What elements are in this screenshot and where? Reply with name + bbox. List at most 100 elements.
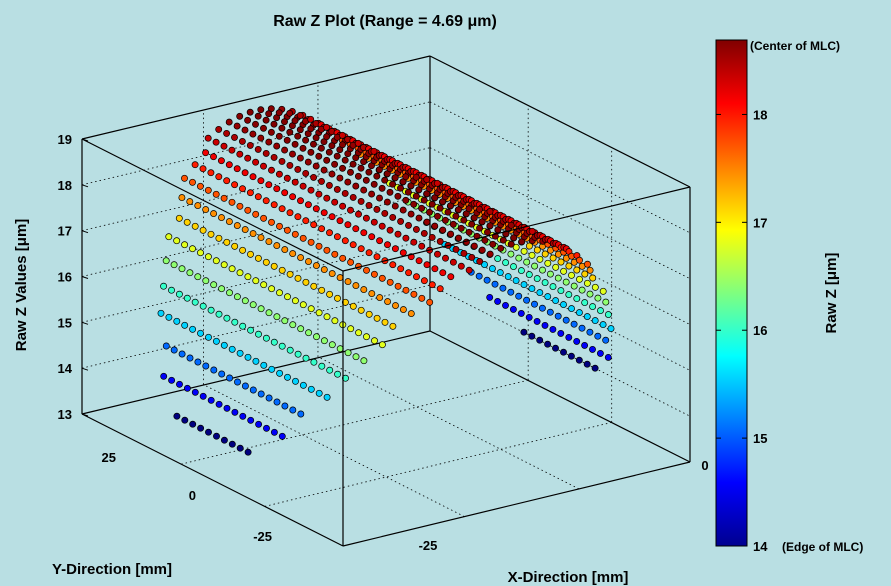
data-point xyxy=(273,185,281,193)
z-tick-label: 19 xyxy=(58,132,72,147)
grid-line xyxy=(81,193,431,277)
data-point xyxy=(483,276,491,284)
colorbar-ticks: 14 15 16 17 18 xyxy=(716,107,768,554)
data-point xyxy=(452,245,460,253)
data-point xyxy=(573,337,581,345)
data-point xyxy=(225,161,233,169)
data-point xyxy=(573,295,581,303)
data-point xyxy=(428,200,436,208)
data-point xyxy=(517,309,525,317)
data-point xyxy=(236,444,244,452)
data-point xyxy=(378,341,386,349)
data-point xyxy=(220,341,228,349)
data-point xyxy=(204,186,212,194)
data-point xyxy=(244,353,252,361)
data-point xyxy=(354,139,362,147)
data-point xyxy=(199,392,207,400)
data-point xyxy=(331,317,339,325)
data-point xyxy=(389,261,397,269)
data-point xyxy=(310,358,318,366)
data-point xyxy=(228,146,236,154)
data-point xyxy=(168,376,176,384)
data-point xyxy=(389,322,397,330)
data-point xyxy=(223,404,231,412)
data-point xyxy=(515,254,523,262)
data-point xyxy=(286,270,294,278)
data-point xyxy=(352,282,360,290)
data-point xyxy=(318,362,326,370)
data-point xyxy=(391,245,399,253)
data-point xyxy=(299,234,307,242)
data-point xyxy=(317,144,325,152)
data-point xyxy=(428,281,436,289)
data-point xyxy=(265,181,273,189)
data-point xyxy=(273,242,281,250)
data-point xyxy=(310,173,318,181)
data-point xyxy=(499,284,507,292)
data-point xyxy=(357,164,365,172)
data-point xyxy=(536,289,544,297)
data-point xyxy=(202,206,210,214)
data-point xyxy=(341,156,349,164)
data-point xyxy=(202,277,210,285)
data-point xyxy=(583,313,591,321)
box-edge xyxy=(429,55,691,188)
z-tick-label: 14 xyxy=(58,361,73,376)
data-point xyxy=(525,313,533,321)
data-point xyxy=(299,144,307,152)
data-point xyxy=(307,125,315,133)
data-point xyxy=(476,224,484,232)
data-point xyxy=(333,185,341,193)
data-point xyxy=(244,154,252,162)
data-point xyxy=(584,260,591,268)
data-point xyxy=(183,294,191,302)
data-point xyxy=(602,336,610,344)
colorbar-top-annotation: (Center of MLC) xyxy=(750,39,840,53)
data-point xyxy=(228,440,236,448)
data-point xyxy=(255,420,263,428)
data-point xyxy=(392,302,399,310)
data-point xyxy=(165,313,173,321)
data-point xyxy=(307,115,315,123)
data-point xyxy=(376,237,384,245)
data-point xyxy=(270,428,278,436)
data-point xyxy=(323,194,331,202)
data-point xyxy=(186,198,194,206)
data-point xyxy=(296,112,304,119)
data-point xyxy=(231,133,238,141)
chart-title: Raw Z Plot (Range = 4.69 μm) xyxy=(273,13,497,30)
data-point xyxy=(323,156,331,164)
data-point xyxy=(239,412,247,420)
data-point xyxy=(578,324,586,332)
data-point xyxy=(541,321,549,329)
y-tick-labels: 25 0 -25 xyxy=(102,450,272,544)
data-point xyxy=(241,297,249,305)
data-point xyxy=(489,240,497,248)
data-point xyxy=(160,372,168,380)
data-point xyxy=(268,365,276,373)
data-point xyxy=(254,254,262,262)
data-point xyxy=(389,213,397,221)
data-point xyxy=(363,333,370,341)
data-point xyxy=(594,294,602,302)
data-point xyxy=(328,142,336,150)
data-point xyxy=(565,262,573,270)
data-point xyxy=(523,258,531,266)
data-point xyxy=(223,238,231,246)
data-point xyxy=(252,120,259,128)
data-point xyxy=(420,196,428,204)
data-point xyxy=(607,325,615,333)
data-point xyxy=(207,306,215,314)
data-point xyxy=(557,287,565,295)
data-point xyxy=(410,290,418,298)
data-point xyxy=(370,270,378,278)
data-point xyxy=(368,290,376,298)
data-point xyxy=(376,294,384,302)
data-point xyxy=(217,157,225,165)
data-point xyxy=(528,227,536,235)
grid-line xyxy=(181,379,529,465)
data-point xyxy=(565,333,573,341)
data-point xyxy=(215,125,223,133)
box-edge xyxy=(81,330,431,415)
data-point xyxy=(365,201,373,209)
